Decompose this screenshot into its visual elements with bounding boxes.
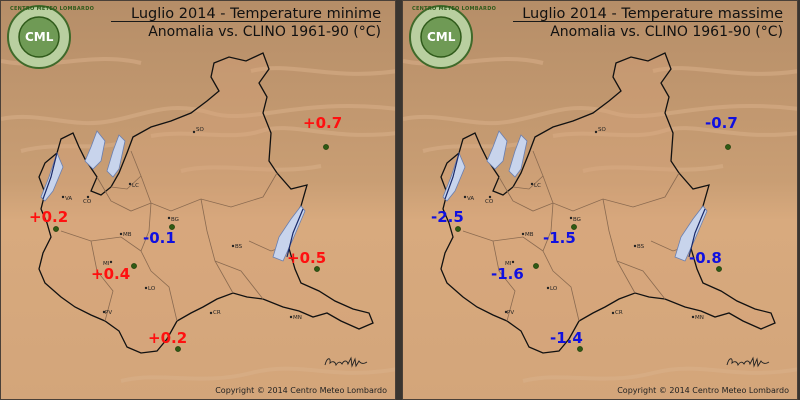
city-points	[61, 130, 293, 319]
signature	[324, 356, 368, 368]
city-label-co: CO	[83, 199, 92, 205]
map-panel-maximum-temperatures: Luglio 2014 - Temperature massime Anomal…	[402, 0, 798, 400]
lombardy-region	[38, 52, 374, 354]
lombardy-region	[440, 52, 776, 354]
map-title: Luglio 2014 - Temperature massime	[522, 6, 783, 22]
city-label-pv: PV	[507, 310, 515, 316]
city-label-cr: CR	[615, 310, 623, 316]
city-label-lo: LO	[148, 286, 156, 292]
anomaly-value: -2.5	[431, 208, 464, 226]
station-dots	[455, 144, 731, 352]
title-rule	[111, 21, 381, 22]
map-title: Luglio 2014 - Temperature minime	[131, 6, 381, 22]
map-subtitle: Anomalia vs. CLINO 1961-90 (°C)	[148, 24, 381, 40]
title-rule	[513, 21, 783, 22]
anomaly-value: -0.1	[143, 229, 176, 247]
city-label-pv: PV	[105, 310, 113, 316]
city-label-bg: BG	[171, 217, 179, 223]
anomaly-value: -0.8	[689, 249, 722, 267]
anomaly-value: -1.4	[550, 329, 583, 347]
city-label-lc: LC	[132, 183, 139, 189]
copyright-text: Copyright © 2014 Centro Meteo Lombardo	[215, 386, 387, 395]
city-label-co: CO	[485, 199, 494, 205]
anomaly-value: +0.5	[287, 249, 327, 267]
logo-ring-text: CENTRO METEO LOMBARDO	[412, 6, 497, 12]
city-label-so: SO	[196, 127, 204, 133]
city-label-bg: BG	[573, 217, 581, 223]
city-points	[463, 130, 695, 319]
city-label-bs: BS	[235, 244, 243, 250]
anomaly-value: -0.7	[705, 114, 738, 132]
valley-shading	[403, 57, 797, 383]
map-subtitle: Anomalia vs. CLINO 1961-90 (°C)	[550, 24, 783, 40]
city-label-mn: MN	[293, 315, 302, 321]
city-label-bs: BS	[637, 244, 645, 250]
city-label-lc: LC	[534, 183, 541, 189]
anomaly-value: +0.7	[303, 114, 343, 132]
city-label-va: VA	[65, 196, 73, 202]
city-label-so: SO	[598, 127, 606, 133]
logo-center-text: CML	[25, 30, 54, 44]
city-label-mi: MI	[103, 261, 110, 267]
anomaly-value: +0.4	[91, 265, 131, 283]
signature	[726, 356, 770, 368]
logo-center-text: CML	[427, 30, 456, 44]
anomaly-value: +0.2	[29, 208, 69, 226]
anomaly-value: -1.6	[491, 265, 524, 283]
valley-shading	[1, 57, 395, 383]
city-label-mb: MB	[525, 232, 534, 238]
city-label-mb: MB	[123, 232, 132, 238]
city-label-mi: MI	[505, 261, 512, 267]
city-label-lo: LO	[550, 286, 558, 292]
copyright-text: Copyright © 2014 Centro Meteo Lombardo	[617, 386, 789, 395]
anomaly-value: -1.5	[543, 229, 576, 247]
map-panel-minimum-temperatures: Luglio 2014 - Temperature minime Anomali…	[0, 0, 396, 400]
cml-logo	[409, 5, 473, 69]
lombardy-map	[1, 1, 395, 399]
cml-logo	[7, 5, 71, 69]
anomaly-value: +0.2	[148, 329, 188, 347]
lakes	[442, 130, 708, 262]
city-label-mn: MN	[695, 315, 704, 321]
city-label-va: VA	[467, 196, 475, 202]
logo-ring-text: CENTRO METEO LOMBARDO	[10, 6, 95, 12]
province-borders	[60, 150, 289, 322]
city-label-cr: CR	[213, 310, 221, 316]
lombardy-map	[403, 1, 797, 399]
station-dots	[53, 144, 329, 352]
